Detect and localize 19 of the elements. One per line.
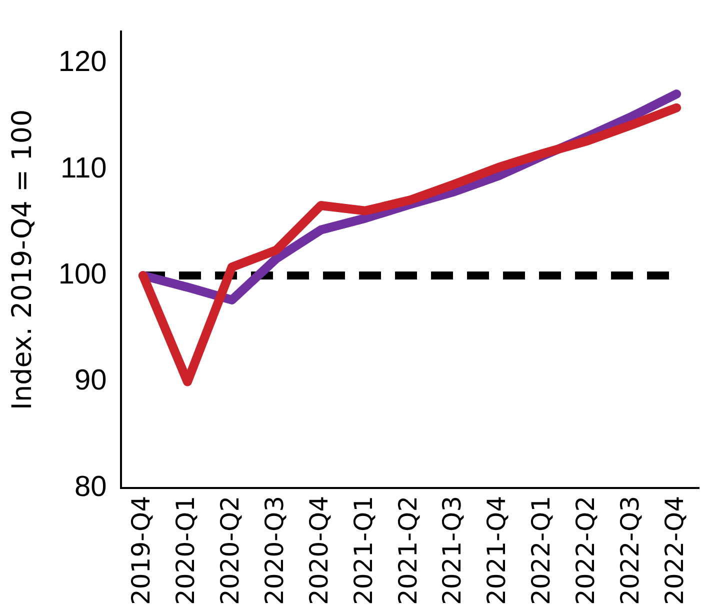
x-tick-label: 2019-Q4 <box>126 496 156 606</box>
x-tick-label: 2020-Q1 <box>170 496 200 606</box>
y-tick-label: 80 <box>74 470 107 503</box>
y-tick-label: 120 <box>58 46 107 78</box>
y-tick-label: 90 <box>74 364 107 397</box>
y-tick-label: 100 <box>58 258 107 291</box>
x-tick-label: 2020-Q2 <box>215 496 244 606</box>
x-tick-label: 2021-Q2 <box>393 496 422 606</box>
x-tick-label: 2020-Q4 <box>304 496 334 606</box>
x-tick-label: 2021-Q4 <box>482 496 512 606</box>
x-tick-label: 2022-Q2 <box>571 496 600 606</box>
x-tick-label: 2022-Q3 <box>616 496 645 606</box>
y-axis-title: Index. 2019-Q4 = 100 <box>7 109 38 410</box>
x-tick-label: 2020-Q3 <box>260 496 289 606</box>
x-tick-label: 2021-Q3 <box>438 496 467 606</box>
x-tick-label: 2022-Q4 <box>660 496 690 606</box>
y-tick-label: 110 <box>60 152 107 184</box>
x-tick-label: 2022-Q1 <box>526 496 556 606</box>
x-tick-label: 2021-Q1 <box>348 496 378 606</box>
